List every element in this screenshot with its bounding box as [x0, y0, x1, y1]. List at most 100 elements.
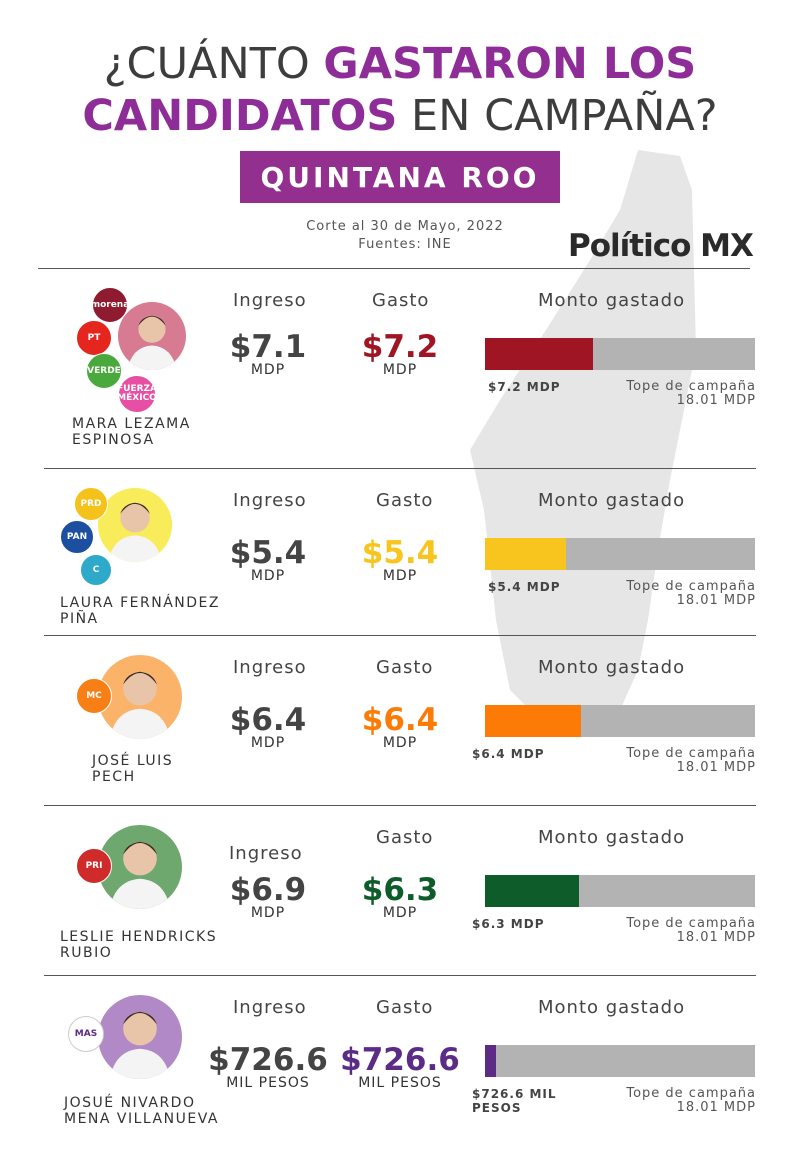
state-shape-path: [470, 150, 696, 725]
candidate-name-line-1: MARA LEZAMA: [72, 416, 191, 432]
pan-logo: PAN: [60, 520, 94, 554]
title-line-1: ¿CUÁNTO GASTARON LOS: [0, 38, 800, 90]
gasto-unit: MDP: [382, 905, 418, 921]
candidate-name-line-1: LAURA FERNÁNDEZ: [60, 595, 220, 611]
spent-bar-track: [485, 875, 755, 907]
movimiento-ciudadano-logo: MC: [76, 678, 112, 714]
candidate-avatar: [98, 655, 182, 739]
candidate-name-line-2: RUBIO: [60, 945, 113, 961]
ingreso-amount: $6.9: [229, 872, 307, 908]
campaign-cap-text: Tope de campaña: [626, 1086, 756, 1101]
gasto-amount: $7.2: [361, 329, 439, 365]
person-silhouette-icon: [108, 502, 162, 562]
ingreso-header: Ingreso: [233, 490, 307, 511]
gasto-amount: $726.6: [340, 1042, 460, 1078]
morena-logo: morena: [91, 287, 129, 323]
campaign-cap-value: 18.01 MDP: [676, 593, 756, 608]
gasto-header: Gasto: [376, 490, 434, 511]
ingreso-amount: $7.1: [229, 329, 307, 365]
gasto-amount: $6.4: [361, 702, 439, 738]
spent-bar-fill: [485, 875, 580, 907]
spent-bar-fill: [485, 1045, 496, 1077]
pt-logo: PT: [76, 320, 112, 356]
ingreso-unit: MDP: [250, 905, 286, 921]
candidate-avatar: [118, 302, 186, 370]
ingreso-header: Ingreso: [233, 657, 307, 678]
campaign-cap-value: 18.01 MDP: [676, 393, 756, 408]
spent-bar-track: [485, 1045, 755, 1077]
candidate-name-line-2: PECH: [92, 769, 136, 785]
header-divider: [38, 268, 750, 269]
person-silhouette-icon: [127, 315, 177, 370]
state-badge: QUINTANA ROO: [240, 151, 560, 203]
candidate-name-line-2: MENA VILLANUEVA: [64, 1111, 219, 1127]
spent-bar-fill: [485, 538, 566, 570]
person-silhouette-icon: [109, 841, 171, 909]
candidate-name: LESLIE HENDRICKS RUBIO: [60, 929, 217, 961]
ingreso-amount: $5.4: [229, 535, 307, 571]
candidate-name-line-1: JOSUÉ NIVARDO: [64, 1095, 196, 1111]
verde-logo: VERDE: [86, 353, 122, 389]
sources: Fuentes: INE: [358, 237, 452, 252]
monto-header: Monto gastado: [538, 997, 686, 1018]
candidate-name: JOSUÉ NIVARDO MENA VILLANUEVA: [64, 1095, 219, 1127]
ingreso-unit: MDP: [250, 568, 286, 584]
campaign-cap-text: Tope de campaña: [626, 579, 756, 594]
campaign-cap-label: Tope de campaña 18.01 MDP: [560, 580, 756, 608]
mas-logo: MAS: [68, 1016, 104, 1052]
spent-bar-label: $7.2 MDP: [488, 380, 561, 394]
campaign-cap-label: Tope de campaña 18.01 MDP: [560, 747, 756, 775]
monto-header: Monto gastado: [538, 290, 686, 311]
row-divider: [44, 805, 756, 806]
candidate-avatar: [98, 995, 182, 1079]
monto-header: Monto gastado: [538, 827, 686, 848]
spent-bar-label: $726.6 MIL PESOS: [472, 1087, 557, 1115]
campaign-cap-value: 18.01 MDP: [676, 760, 756, 775]
candidate-name: JOSÉ LUIS PECH: [92, 753, 173, 785]
candidate-name: MARA LEZAMA ESPINOSA: [72, 416, 191, 448]
gasto-amount: $5.4: [361, 535, 439, 571]
gasto-header: Gasto: [376, 827, 434, 848]
brand-logo: Político MX: [568, 228, 754, 264]
ingreso-unit: MDP: [250, 362, 286, 378]
title-part-2: EN CAMPAÑA?: [397, 91, 718, 141]
title-highlight-2: CANDIDATOS: [82, 91, 398, 141]
candidate-avatar: [98, 488, 172, 562]
gasto-unit: MIL PESOS: [358, 1075, 442, 1091]
campaign-cap-label: Tope de campaña 18.01 MDP: [560, 1087, 756, 1115]
candidate-name-line-2: ESPINOSA: [72, 432, 155, 448]
spent-bar-track: [485, 338, 755, 370]
gasto-header: Gasto: [376, 997, 434, 1018]
spent-bar-fill: [485, 338, 593, 370]
candidate-name: LAURA FERNÁNDEZ PIÑA: [60, 595, 220, 627]
candidate-name-line-1: LESLIE HENDRICKS: [60, 929, 218, 945]
row-divider: [44, 975, 756, 976]
candidate-name-line-1: JOSÉ LUIS: [92, 753, 174, 769]
monto-header: Monto gastado: [538, 657, 686, 678]
campaign-cap-text: Tope de campaña: [626, 916, 756, 931]
person-silhouette-icon: [109, 671, 171, 739]
campaign-cap-value: 18.01 MDP: [676, 1100, 756, 1115]
row-divider: [44, 468, 756, 469]
spent-bar-label: $6.3 MDP: [472, 917, 545, 931]
monto-header: Monto gastado: [538, 490, 686, 511]
ingreso-unit: MDP: [250, 735, 286, 751]
prd-logo: PRD: [74, 487, 108, 521]
cutoff-date: Corte al 30 de Mayo, 2022: [306, 219, 504, 234]
ingreso-amount: $726.6: [208, 1042, 328, 1078]
gasto-unit: MDP: [382, 568, 418, 584]
fuerza-mexico-logo: FUERZA MÉXICO: [117, 375, 157, 413]
campaign-cap-text: Tope de campaña: [626, 379, 756, 394]
ingreso-header: Ingreso: [233, 997, 307, 1018]
spent-bar-label: $5.4 MDP: [488, 580, 561, 594]
gasto-header: Gasto: [376, 657, 434, 678]
gasto-unit: MDP: [382, 362, 418, 378]
spent-bar-label: $6.4 MDP: [472, 747, 545, 761]
candidate-name-line-2: PIÑA: [60, 611, 99, 627]
ingreso-unit: MIL PESOS: [226, 1075, 310, 1091]
title-highlight-1: GASTARON LOS: [323, 39, 697, 89]
campaign-cap-text: Tope de campaña: [626, 746, 756, 761]
ingreso-header: Ingreso: [233, 290, 307, 311]
page-title: ¿CUÁNTO GASTARON LOS CANDIDATOS EN CAMPA…: [0, 38, 800, 142]
spent-bar-track: [485, 705, 755, 737]
